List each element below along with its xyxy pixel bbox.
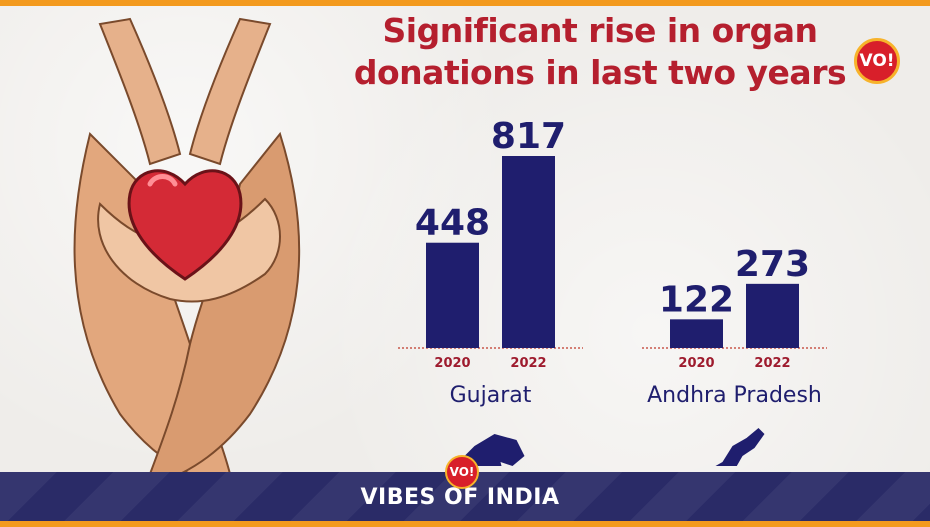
footer-brand-name: VIBES OF INDIA bbox=[360, 485, 560, 510]
bar-2022 bbox=[502, 156, 555, 348]
data-label: 273 bbox=[735, 244, 810, 285]
tick-label: 2020 bbox=[678, 356, 714, 371]
tick-label: 2020 bbox=[434, 356, 470, 371]
top-frame-stripe bbox=[0, 0, 930, 6]
vo-logo-icon: VO! bbox=[854, 38, 900, 84]
bar-2020 bbox=[426, 242, 479, 348]
tick-label: 2022 bbox=[754, 356, 790, 371]
chart-title: Significant rise in organ donations in l… bbox=[340, 10, 860, 94]
bar-2022 bbox=[746, 283, 799, 348]
vo-footer-logo-icon: VO! bbox=[445, 455, 479, 489]
tick-label: 2022 bbox=[510, 356, 546, 371]
gujarat-map-icon bbox=[460, 434, 525, 466]
infographic-canvas: Significant rise in organ donations in l… bbox=[0, 6, 930, 474]
andhra-pradesh-map-icon bbox=[715, 428, 765, 466]
x-axis-label: Gujarat bbox=[450, 383, 532, 408]
bar-2020 bbox=[670, 319, 723, 348]
title-line-1: Significant rise in organ bbox=[382, 11, 818, 50]
bottom-frame-stripe bbox=[0, 521, 930, 527]
bar-chart: 448 2020 817 2022 Gujarat 122 2020 273 2022 Andhr… bbox=[398, 116, 827, 466]
data-label: 122 bbox=[659, 279, 734, 320]
title-line-2: donations in last two years bbox=[353, 53, 847, 92]
data-label: 448 bbox=[415, 203, 490, 244]
data-label: 817 bbox=[491, 116, 566, 157]
x-axis-label: Andhra Pradesh bbox=[647, 383, 822, 408]
hands-heart-illustration-icon bbox=[73, 17, 301, 474]
